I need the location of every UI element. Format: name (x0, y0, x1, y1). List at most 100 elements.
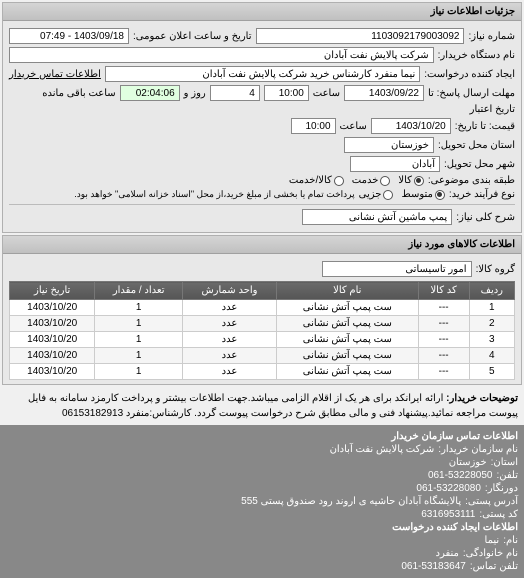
table-header: ردیف (469, 282, 514, 300)
table-cell: 5 (469, 364, 514, 380)
remain-label: ساعت باقی مانده (42, 88, 115, 99)
deadline-date: 1403/09/22 (344, 85, 424, 101)
table-header: تعداد / مقدار (95, 282, 183, 300)
table-cell: 1403/10/20 (10, 316, 95, 332)
radio-dot-icon (435, 190, 445, 200)
radio-medium-label: متوسط (401, 189, 432, 200)
deadline-label: مهلت ارسال پاسخ: تا (428, 88, 515, 99)
note-label: توضیحات خریدار: (446, 393, 518, 404)
c-tel: 061-53183647 (401, 561, 466, 572)
number-label: شماره نیاز: (468, 31, 515, 42)
process-label: نوع فرآیند خرید: (449, 189, 515, 200)
table-header: نام کالا (276, 282, 418, 300)
process-radio-group: متوسط جزیی (359, 189, 445, 200)
radio-dot-icon (414, 176, 424, 186)
table-row[interactable]: 2---ست پمپ آتش نشانیعدد11403/10/20 (10, 316, 515, 332)
c-family: منفرد (436, 548, 459, 559)
table-cell: عدد (183, 364, 277, 380)
tel-label: تلفن تماس: (470, 561, 518, 572)
table-row[interactable]: 3---ست پمپ آتش نشانیعدد11403/10/20 (10, 332, 515, 348)
radio-dot-icon (380, 176, 390, 186)
buyer-contact-link[interactable]: اطلاعات تماس خریدار (9, 69, 101, 80)
postal: 6316953111 (421, 509, 475, 520)
group-label: گروه کالا: (476, 264, 515, 275)
radio-service[interactable]: خدمت (352, 175, 391, 186)
radio-partial-label: جزیی (359, 189, 382, 200)
table-cell: ست پمپ آتش نشانی (276, 316, 418, 332)
table-cell: 1403/10/20 (10, 332, 95, 348)
time-label-2: ساعت (340, 121, 367, 132)
contact-header: اطلاعات تماس سازمان خریدار (391, 431, 518, 442)
c-province: خوزستان (449, 457, 487, 468)
table-cell: عدد (183, 332, 277, 348)
radio-goods[interactable]: کالا (398, 175, 424, 186)
fax-label: دورنگار: (485, 483, 518, 494)
table-cell: --- (418, 316, 469, 332)
need-title-label: شرح کلی نیاز: (456, 212, 515, 223)
address: پالایشگاه آبادان حاشیه ی اروند رود صندوق… (241, 496, 461, 507)
table-cell: 1 (95, 364, 183, 380)
goods-table: ردیفکد کالانام کالاواحد شمارشتعداد / مقد… (9, 281, 515, 380)
buyer-note: توضیحات خریدار: ارائه ایرانکد برای هر یک… (0, 387, 524, 425)
address-label: آدرس پستی: (465, 496, 518, 507)
radio-service-label: خدمت (352, 175, 379, 186)
days-count: 4 (210, 85, 260, 101)
validity-date: 1403/10/20 (371, 118, 451, 134)
radio-goods-label: کالا (398, 175, 412, 186)
main-panel: جزئیات اطلاعات نیاز شماره نیاز: 11030921… (2, 2, 522, 233)
table-cell: --- (418, 364, 469, 380)
table-cell: 1 (95, 332, 183, 348)
radio-goods-service[interactable]: کالا/خدمت (289, 175, 344, 186)
announce-date: 1403/09/18 - 07:49 (9, 28, 129, 44)
c-name: نیما (485, 535, 500, 546)
table-cell: ست پمپ آتش نشانی (276, 300, 418, 316)
postal-label: کد پستی: (479, 509, 518, 520)
table-cell: 3 (469, 332, 514, 348)
buyer-label: نام دستگاه خریدار: (438, 50, 515, 61)
city-field: آبادان (350, 156, 440, 172)
table-header: کد کالا (418, 282, 469, 300)
table-header: تاریخ نیاز (10, 282, 95, 300)
phone: 061-53228050 (428, 470, 493, 481)
org-name: شرکت پالایش نفت آبادان (330, 444, 435, 455)
table-cell: 4 (469, 348, 514, 364)
subject-radio-group: کالا خدمت کالا/خدمت (289, 175, 424, 186)
table-cell: 2 (469, 316, 514, 332)
time-remaining: 02:04:06 (120, 85, 180, 101)
request-info: شماره نیاز: 1103092179003092 تاریخ و ساع… (3, 21, 521, 232)
table-cell: --- (418, 348, 469, 364)
table-row[interactable]: 1---ست پمپ آتش نشانیعدد11403/10/20 (10, 300, 515, 316)
note-text: ارائه ایرانکد برای هر یک از اقلام الزامی… (28, 393, 518, 419)
table-row[interactable]: 4---ست پمپ آتش نشانیعدد11403/10/20 (10, 348, 515, 364)
table-cell: --- (418, 300, 469, 316)
panel-title: جزئیات اطلاعات نیاز (3, 3, 521, 21)
table-cell: --- (418, 332, 469, 348)
org-label: نام سازمان خریدار: (438, 444, 518, 455)
fax: 061-53228080 (416, 483, 481, 494)
table-cell: ست پمپ آتش نشانی (276, 332, 418, 348)
radio-dot-icon (383, 190, 393, 200)
c-province-label: استان: (491, 457, 518, 468)
table-header: واحد شمارش (183, 282, 277, 300)
city-label: شهر محل تحویل: (444, 159, 515, 170)
process-note: پرداخت تمام یا بخشی از مبلغ خرید،از محل … (74, 189, 354, 200)
table-cell: 1403/10/20 (10, 348, 95, 364)
request-number: 1103092179003092 (256, 28, 465, 44)
table-row[interactable]: 5---ست پمپ آتش نشانیعدد11403/10/20 (10, 364, 515, 380)
subject-class-label: طبقه بندی موضوعی: (428, 175, 515, 186)
radio-partial[interactable]: جزیی (359, 189, 394, 200)
table-cell: 1 (95, 316, 183, 332)
days-label: روز و (184, 88, 206, 99)
radio-medium[interactable]: متوسط (401, 189, 444, 200)
table-cell: 1 (95, 348, 183, 364)
deadline-time: 10:00 (264, 85, 309, 101)
creator-label: ایجاد کننده درخواست: (424, 69, 515, 80)
validity-to-label: قیمت: تا تاریخ: (455, 121, 515, 132)
table-cell: ست پمپ آتش نشانی (276, 364, 418, 380)
creator-name: نیما منفرد کارشناس خرید شرکت پالایش نفت … (105, 66, 420, 82)
radio-dot-icon (334, 176, 344, 186)
radio-goods-service-label: کالا/خدمت (289, 175, 332, 186)
goods-panel: اطلاعات کالاهای مورد نیاز گروه کالا: امو… (2, 235, 522, 385)
buyer-name: شرکت پالایش نفت آبادان (9, 47, 434, 63)
province-label: استان محل تحویل: (438, 140, 515, 151)
